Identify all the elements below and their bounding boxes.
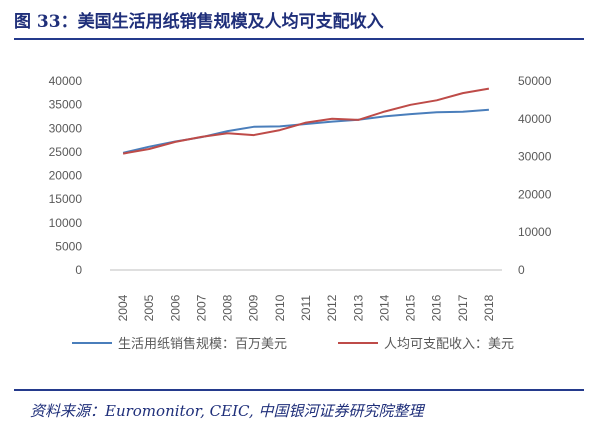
line-chart: 0 5000 10000 15000 20000 25000 30000 35000 40000… xyxy=(49,74,552,352)
right-tick-label: 20000 xyxy=(518,187,552,201)
left-tick-label: 5000 xyxy=(55,239,82,253)
x-tick-label: 2009 xyxy=(247,294,261,321)
left-axis: 0 5000 10000 15000 20000 25000 30000 35000 40000 xyxy=(49,74,83,277)
x-tick-label: 2005 xyxy=(142,294,156,321)
legend: 生活用纸销售规模：百万美元 人均可支配收入：美元 xyxy=(72,336,514,352)
series-line-tissue-sales xyxy=(122,108,489,154)
x-tick-label: 2012 xyxy=(325,294,339,321)
left-tick-label: 30000 xyxy=(49,121,83,135)
left-tick-label: 20000 xyxy=(49,169,83,183)
x-tick-label: 2014 xyxy=(377,294,391,321)
right-axis: 0 10000 20000 30000 40000 50000 xyxy=(518,74,552,277)
x-tick-label: 2006 xyxy=(168,294,182,321)
x-axis: 2004 2005 2006 2007 2008 2009 2010 2011 2012 2013… xyxy=(116,294,496,321)
source-rule xyxy=(14,389,584,391)
series-layer xyxy=(122,87,490,155)
x-tick-label: 2007 xyxy=(194,294,208,321)
right-tick-label: 30000 xyxy=(518,150,552,164)
source-note: 资料来源：Euromonitor, CEIC, 中国银河证券研究院整理 xyxy=(30,402,424,420)
left-tick-label: 25000 xyxy=(49,145,83,159)
legend-label: 人均可支配收入：美元 xyxy=(384,337,514,352)
left-tick-label: 10000 xyxy=(49,216,83,230)
title-rule xyxy=(14,38,584,40)
right-tick-label: 40000 xyxy=(518,112,552,126)
x-tick-label: 2008 xyxy=(221,294,235,321)
right-tick-label: 10000 xyxy=(518,225,552,239)
x-tick-label: 2017 xyxy=(456,294,470,321)
left-tick-label: 40000 xyxy=(49,74,83,88)
figure-title: 图 33：美国生活用纸销售规模及人均可支配收入 xyxy=(14,12,384,32)
left-tick-label: 35000 xyxy=(49,98,83,112)
left-tick-label: 0 xyxy=(75,263,82,277)
legend-label: 生活用纸销售规模：百万美元 xyxy=(118,336,287,352)
x-tick-label: 2018 xyxy=(482,294,496,321)
series-line-disposable-income xyxy=(122,87,490,155)
x-tick-label: 2015 xyxy=(404,294,418,321)
left-tick-label: 15000 xyxy=(49,192,83,206)
x-tick-label: 2011 xyxy=(299,295,313,321)
right-tick-label: 0 xyxy=(518,263,525,277)
x-tick-label: 2010 xyxy=(273,294,287,321)
x-tick-label: 2013 xyxy=(351,294,365,321)
x-tick-label: 2016 xyxy=(430,294,444,321)
right-tick-label: 50000 xyxy=(518,74,552,88)
x-tick-label: 2004 xyxy=(116,294,130,321)
